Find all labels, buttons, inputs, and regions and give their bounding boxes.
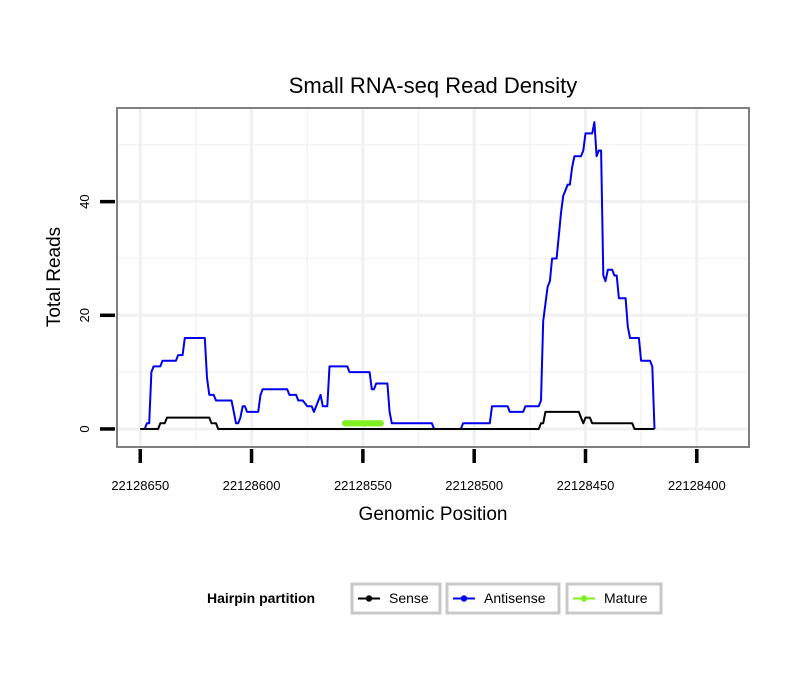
x-tick-label: 22128500 bbox=[445, 478, 503, 493]
x-tick-label: 22128450 bbox=[557, 478, 615, 493]
y-axis-ticks: 0 20 40 bbox=[77, 194, 115, 433]
sense-line bbox=[140, 410, 655, 430]
y-tick-label: 20 bbox=[77, 308, 92, 322]
panel-border bbox=[116, 107, 750, 448]
x-tick-label: 22128600 bbox=[223, 478, 281, 493]
antisense-line bbox=[140, 121, 656, 430]
legend-label-mature: Mature bbox=[604, 590, 648, 606]
legend-label-antisense: Antisense bbox=[484, 590, 546, 606]
series-layer bbox=[140, 121, 656, 430]
legend-title: Hairpin partition bbox=[207, 590, 315, 606]
y-tick-label: 0 bbox=[77, 425, 92, 432]
legend-label-sense: Sense bbox=[389, 590, 429, 606]
minor-grid bbox=[118, 109, 748, 446]
x-tick-label: 22128650 bbox=[111, 478, 169, 493]
chart-title: Small RNA-seq Read Density bbox=[289, 73, 578, 98]
legend-key-point-sense bbox=[365, 595, 373, 602]
legend-key-point-mature bbox=[580, 595, 588, 602]
x-tick-label: 22128550 bbox=[334, 478, 392, 493]
y-axis-title: Total Reads bbox=[44, 227, 65, 327]
x-axis-title: Genomic Position bbox=[359, 504, 508, 525]
x-axis-ticks: 22128650 22128600 22128550 22128500 22128450… bbox=[111, 449, 726, 493]
legend-key-point-antisense bbox=[460, 595, 468, 602]
y-tick-label: 40 bbox=[77, 194, 92, 208]
legend-entries: Sense Antisense Mature bbox=[350, 582, 663, 615]
legend: Hairpin partition Sense Antisense Mature bbox=[207, 582, 663, 615]
mature-point bbox=[377, 420, 384, 427]
x-tick-label: 22128400 bbox=[668, 478, 726, 493]
